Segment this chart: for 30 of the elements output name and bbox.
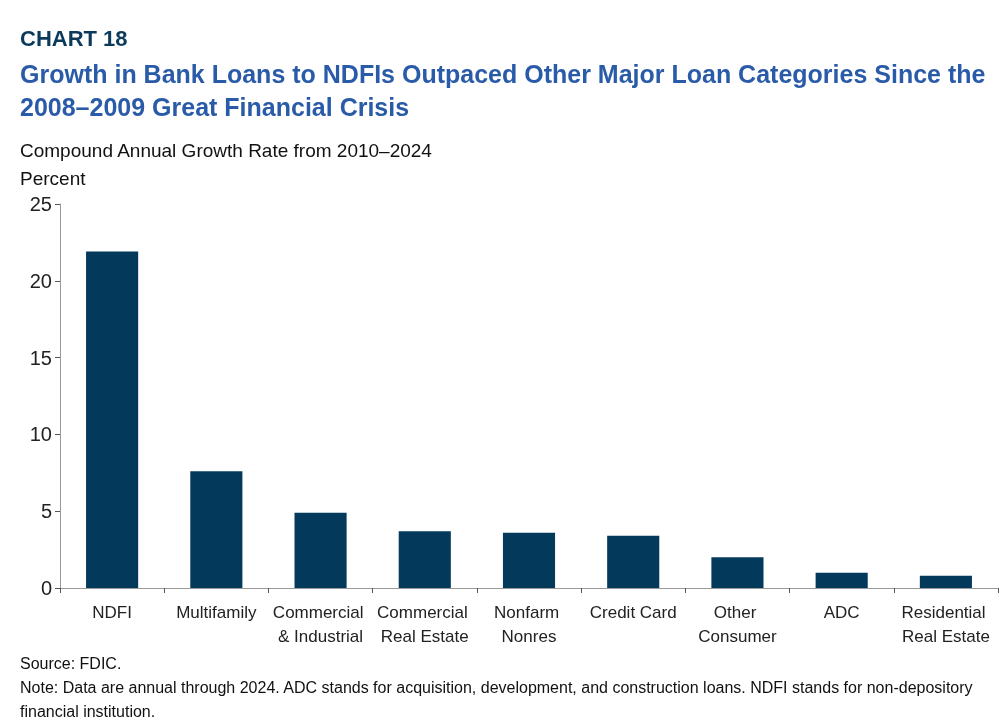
x-tick-label: Nonfarm Nonres: [494, 602, 564, 646]
y-tick-label: 20: [29, 269, 52, 292]
x-tick-label: Residential Real Estate: [901, 602, 991, 646]
y-tick-label: 10: [29, 423, 52, 446]
chart-title: Growth in Bank Loans to NDFIs Outpaced Other Major Loan Categories Since the 2008–2009 Great Financial Crisis: [20, 59, 987, 123]
y-tick-label: 5: [40, 500, 52, 523]
bar: [711, 557, 764, 588]
y-axis-title: Percent: [20, 168, 86, 190]
x-tick-label: NDFI: [92, 602, 132, 622]
x-tick-label: Multifamily: [176, 602, 257, 622]
y-tick-label: 0: [40, 577, 52, 599]
bar: [502, 532, 556, 588]
bar: [86, 251, 139, 588]
text: Note: Data are annual through 2024. ADC stands for acquisition, development, and construction loans. NDFI stands for non-depository financial institution.: [20, 678, 974, 722]
bar: [294, 512, 347, 588]
bar: [607, 535, 660, 588]
bar: [190, 471, 243, 588]
y-tick-label: 25: [29, 193, 52, 215]
x-tick-label: Commercial & Industrial: [272, 602, 369, 646]
caption: CHART 18: [20, 26, 128, 52]
x-tick-label: ADC: [823, 602, 860, 622]
x-tick-label: Other Consumer: [698, 602, 777, 646]
chart-subtitle: Compound Annual Growth Rate from 2010–2024: [20, 140, 432, 162]
y-tick-label: 15: [29, 346, 52, 369]
source-note: Source: FDIC.: [20, 654, 123, 674]
bar: [815, 572, 868, 588]
bar: [919, 575, 972, 588]
x-tick-label: Commercial Real Estate: [377, 602, 473, 646]
x-tick-label: Credit Card: [589, 602, 677, 622]
bar: [398, 531, 451, 588]
